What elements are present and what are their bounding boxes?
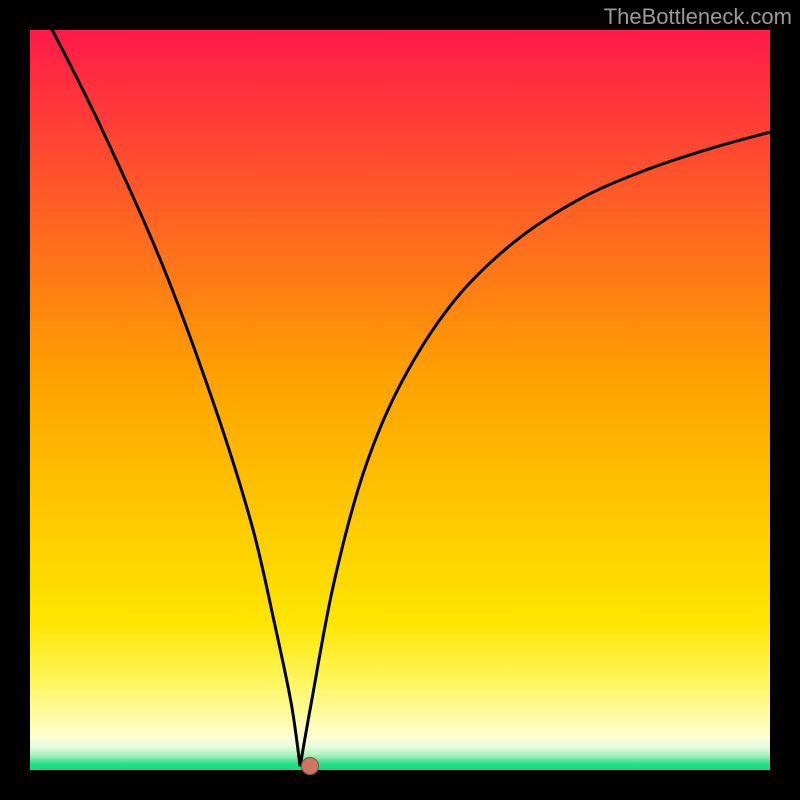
watermark-text: TheBottleneck.com bbox=[604, 4, 792, 30]
plot-area bbox=[30, 30, 770, 770]
bottleneck-curve bbox=[30, 30, 770, 770]
curve-path bbox=[30, 0, 770, 766]
vertex-marker bbox=[301, 757, 319, 775]
